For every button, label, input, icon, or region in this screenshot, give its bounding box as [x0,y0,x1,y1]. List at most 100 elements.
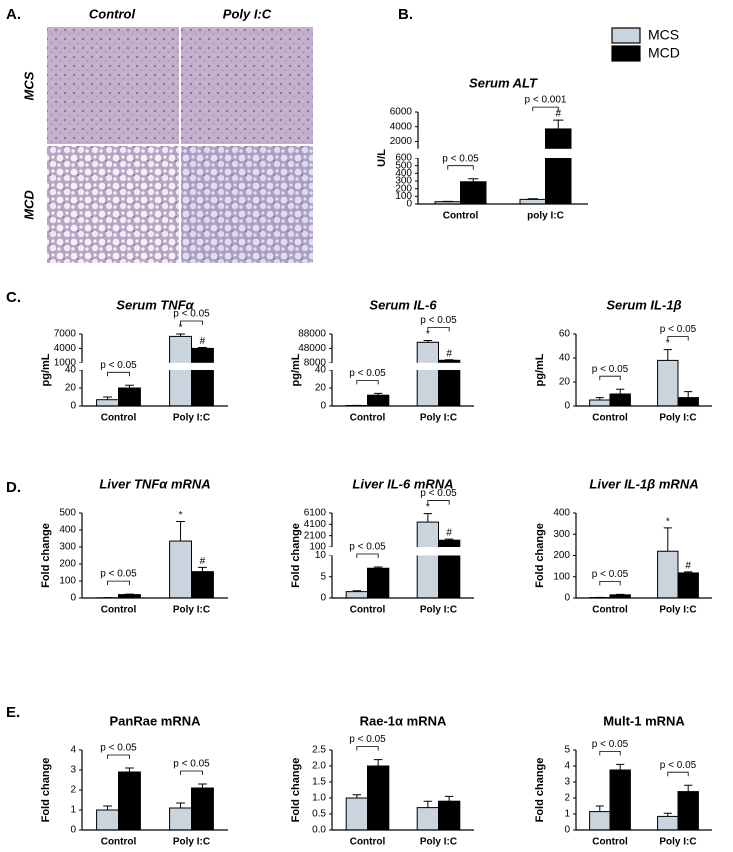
significance-label: p < 0.05 [592,569,629,580]
axis-line [417,112,588,205]
error-bar [595,805,604,812]
significance-bracket [599,751,621,756]
y-tick-label: 2.5 [312,745,326,756]
y-tick-label: 1000 [54,357,77,368]
y-tick-label: 2 [70,785,76,796]
significance-marker: * [666,338,670,349]
significance-label: p < 0.05 [592,739,629,750]
error-bar [444,359,454,361]
y-tick-label: 100 [395,191,412,202]
y-tick-label: 5 [320,571,326,582]
y-tick-label: 200 [59,559,76,570]
row-label: MCD [21,190,36,220]
significance-marker: # [555,109,561,120]
x-tick-label: Control [350,413,386,424]
error-bar [198,783,207,788]
bar [609,769,631,831]
significance-marker: * [666,517,670,528]
chart-title: Serum TNFα [116,297,194,312]
significance-label: p < 0.05 [349,542,386,553]
error-bar [103,805,112,810]
error-bar [373,392,383,396]
error-bar [373,759,383,766]
x-tick-label: poly I:C [527,211,564,222]
y-tick-label: 40 [315,365,327,376]
y-axis-label: Fold change [290,523,302,588]
x-tick-label: Control [101,413,137,424]
bar [416,807,440,831]
panel-label: A. [6,6,21,23]
significance-label: p < 0.05 [420,315,457,326]
error-bar [616,763,625,770]
significance-bracket [667,771,689,777]
y-tick-label: 0 [70,593,76,604]
x-tick-label: Poly I:C [659,837,696,848]
y-tick-label: 300 [553,529,570,540]
significance-label: p < 0.05 [100,360,137,371]
bar [589,811,611,831]
bar [545,128,572,205]
error-bar [176,802,185,808]
error-bar [103,396,112,400]
legend-swatch [611,27,641,44]
significance-label: p < 0.05 [349,368,386,379]
x-tick-label: Poly I:C [659,605,696,616]
significance-label: p < 0.05 [173,309,210,320]
error-bar [553,119,564,129]
y-tick-label: 5 [564,745,570,756]
y-tick-label: 200 [553,550,570,561]
significance-label: p < 0.05 [592,364,629,375]
significance-label: p < 0.05 [660,760,697,771]
y-tick-label: 500 [59,508,76,519]
bar [589,399,611,407]
bar [96,809,119,831]
y-tick-label: 6100 [304,508,327,519]
x-tick-label: Poly I:C [420,413,457,424]
significance-bracket [427,500,450,505]
significance-bracket [356,746,379,751]
legend-label: MCS [648,27,679,43]
significance-bracket [356,380,379,385]
y-axis-label: Fold change [290,758,302,823]
significance-bracket [180,320,203,325]
x-tick-label: Poly I:C [659,413,696,424]
y-tick-label: 0 [320,593,326,604]
y-tick-label: 100 [59,576,76,587]
error-bar [684,571,693,573]
bar [657,815,679,831]
x-tick-label: Control [101,837,137,848]
bar [519,198,546,205]
significance-label: p < 0.05 [349,734,386,745]
y-tick-label: 0.5 [312,809,326,820]
y-tick-label: 2 [564,793,570,804]
significance-bracket [107,754,130,759]
x-tick-label: Control [350,605,386,616]
significance-marker: * [426,329,430,340]
bar [191,347,214,407]
significance-bracket [532,106,559,112]
chart-title: PanRae mRNA [109,713,201,728]
bar [118,387,141,407]
y-tick-label: 10 [315,550,327,561]
legend-swatch [611,45,641,62]
error-bar [616,388,625,394]
significance-marker: # [200,556,206,567]
y-tick-label: 4000 [54,343,77,354]
error-bar [352,794,362,798]
row-label: MCS [21,71,36,100]
error-bar [663,349,672,361]
error-bar [176,521,185,542]
bar [416,521,440,599]
y-tick-label: 7000 [54,329,77,340]
significance-label: p < 0.05 [100,569,137,580]
x-tick-label: Control [592,413,628,424]
y-tick-label: 8000 [304,357,327,368]
y-axis-label: pg/mL [534,353,546,386]
significance-bracket [180,770,203,775]
y-tick-label: 3 [70,765,76,776]
significance-marker: # [446,348,452,359]
legend: MCS MCD [611,27,680,62]
chart-title: Liver IL-1β mRNA [589,476,698,491]
y-tick-label: 0 [564,593,570,604]
error-bar [527,198,538,200]
